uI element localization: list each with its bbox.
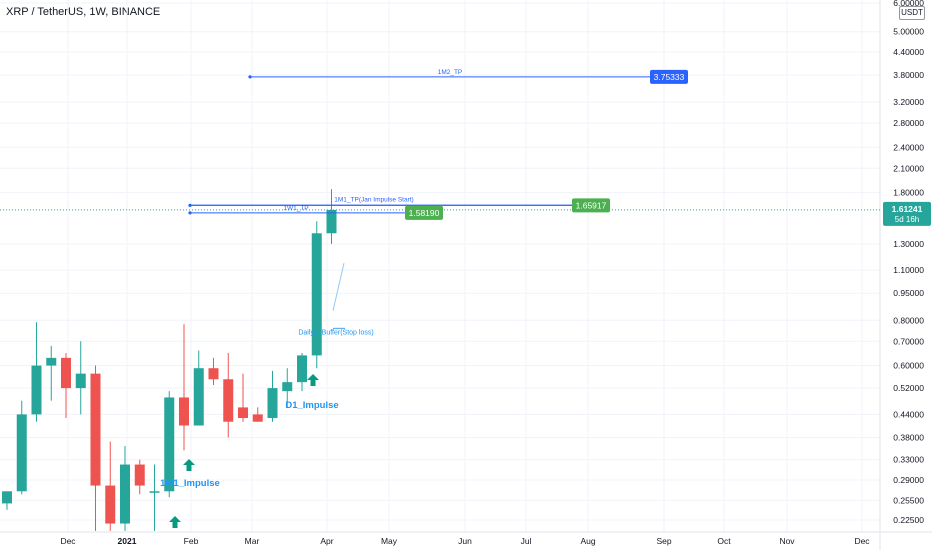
time-tick-label: Apr	[320, 536, 333, 546]
last-price-label: 1.61241	[892, 204, 923, 214]
time-tick-label: Sep	[656, 536, 671, 546]
price-tick-label: 0.52000	[893, 383, 924, 393]
price-tick-label: 0.80000	[893, 315, 924, 325]
buy-arrow-icon	[169, 516, 181, 528]
candle-body	[164, 397, 175, 492]
target-line-anchor	[248, 75, 252, 79]
candle-body	[252, 414, 263, 422]
time-tick-label: Nov	[779, 536, 795, 546]
candle-body	[105, 485, 116, 524]
candle-body	[120, 464, 130, 524]
price-tick-label: 1.30000	[893, 239, 924, 249]
time-tick-label: Jul	[521, 536, 532, 546]
annotation-label: Daily1_Buffer(Stop loss)	[298, 330, 373, 337]
candle-body	[193, 368, 204, 426]
price-tick-label: 1.10000	[893, 265, 924, 275]
candle-body	[297, 355, 307, 383]
target-price-badge	[572, 198, 610, 213]
buy-arrow-icon	[183, 459, 195, 471]
candle-body	[238, 407, 248, 419]
target-price-badge-label: 3.75333	[654, 72, 685, 82]
target-line-label: 1W1_TP	[283, 205, 308, 212]
time-tick-label: Feb	[184, 536, 199, 546]
candle-body	[282, 382, 293, 392]
target-price-badge-label: 1.58190	[409, 208, 440, 218]
time-tick-label: Mar	[245, 536, 260, 546]
last-price-countdown: 5d 16h	[895, 215, 919, 224]
last-price-badge	[883, 201, 931, 226]
symbol-title: XRP / TetherUS, 1W, BINANCE	[6, 6, 161, 18]
candle-body	[149, 491, 160, 493]
target-price-badge	[650, 69, 688, 84]
candle-body	[223, 379, 234, 422]
target-price-badge	[405, 205, 443, 220]
price-tick-label: 0.95000	[893, 288, 924, 298]
annotation-label: 1M1_Impulse	[160, 478, 220, 489]
candle-body	[16, 414, 27, 492]
candle-body	[61, 357, 71, 389]
time-tick-label: 2021	[118, 536, 137, 546]
price-tick-label: 1.80000	[893, 188, 924, 198]
price-tick-label: 3.20000	[893, 97, 924, 107]
candle-body	[2, 491, 12, 504]
price-tick-label: 4.40000	[893, 47, 924, 57]
target-price-badge-label: 1.65917	[576, 200, 607, 210]
price-tick-label: 3.80000	[893, 70, 924, 80]
candle-body	[208, 368, 219, 380]
candle-body	[46, 357, 57, 366]
candle-body	[90, 373, 101, 486]
time-tick-label: Oct	[717, 536, 731, 546]
price-tick-label: 0.29000	[893, 475, 924, 485]
price-tick-label: 0.44000	[893, 409, 924, 419]
trend-line	[332, 263, 345, 311]
candle-body	[31, 365, 42, 415]
price-tick-label: 0.25500	[893, 495, 924, 505]
price-tick-label: 2.80000	[893, 118, 924, 128]
target-line-label: 1M2_TP	[438, 69, 463, 76]
time-tick-label: Dec	[854, 536, 870, 546]
target-line-anchor	[188, 211, 192, 215]
buy-arrow-icon	[307, 374, 319, 386]
time-tick-label: Dec	[60, 536, 76, 546]
candle-body	[326, 209, 337, 234]
target-line-label: 1M1_TP(Jan Impulse Start)	[334, 196, 413, 203]
price-tick-label: 0.22500	[893, 515, 924, 525]
price-tick-label: 0.38000	[893, 432, 924, 442]
price-tick-label: 6.00000	[893, 0, 924, 8]
candle-body	[311, 233, 322, 356]
annotation-label: D1_Impulse	[285, 400, 338, 411]
price-tick-label: 2.40000	[893, 142, 924, 152]
price-tick-label: 2.10000	[893, 163, 924, 173]
candle-body	[179, 397, 189, 426]
price-tick-label: 0.60000	[893, 361, 924, 371]
price-tick-label: 0.33000	[893, 455, 924, 465]
currency-selector[interactable]: USDT	[899, 6, 925, 20]
time-tick-label: Jun	[458, 536, 472, 546]
candle-body	[267, 388, 278, 419]
price-tick-label: 0.70000	[893, 336, 924, 346]
candle-body	[134, 464, 145, 486]
time-tick-label: Aug	[580, 536, 595, 546]
time-tick-label: May	[381, 536, 398, 546]
candle-body	[75, 373, 86, 389]
price-tick-label: 5.00000	[893, 27, 924, 37]
